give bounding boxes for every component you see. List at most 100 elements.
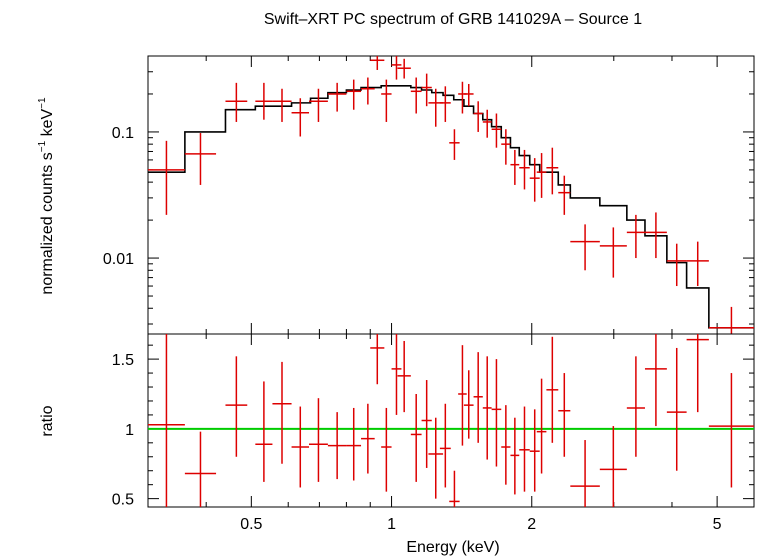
ratio-point <box>519 406 530 492</box>
ratio-point <box>501 405 511 485</box>
ratio-point <box>370 334 385 385</box>
ratio-point <box>529 409 540 492</box>
spectrum-point <box>458 81 467 114</box>
spectrum-point <box>225 82 248 122</box>
ratio-point <box>666 347 687 471</box>
spectrum-point <box>501 129 511 165</box>
spectrum-point <box>184 133 217 185</box>
ratio-data-points <box>148 334 754 507</box>
spectrum-point <box>439 86 451 122</box>
spectrum-point <box>519 149 530 190</box>
ratio-point <box>346 407 362 481</box>
spectrum-point <box>255 82 273 120</box>
spectrum-point <box>491 113 502 148</box>
spectrum-panel: 0.01 0.1 <box>103 55 755 335</box>
chart-title: Swift–XRT PC spectrum of GRB 141029A – S… <box>264 11 642 28</box>
spectrum-point <box>449 129 460 160</box>
spectrum-y-tick-label: 0.1 <box>112 125 134 142</box>
ratio-y-tick-label: 1 <box>125 422 134 439</box>
x-tick-label: 2 <box>527 516 536 533</box>
spectrum-point <box>463 83 474 107</box>
spectrum-point <box>272 88 292 122</box>
ratio-point <box>184 431 217 507</box>
ratio-point <box>410 393 422 482</box>
spectrum-point <box>529 158 540 202</box>
ratio-point <box>599 426 627 507</box>
spectrum-point <box>482 109 492 138</box>
spectrum-point <box>599 227 627 278</box>
ratio-y-tick-labels: 0.5 1 1.5 <box>112 352 134 509</box>
ratio-point <box>473 352 483 443</box>
ratio-point <box>536 378 547 474</box>
spectrum-point <box>546 147 559 195</box>
spectrum-y-tick-labels: 0.01 0.1 <box>103 125 134 268</box>
spectrum-point <box>686 241 709 287</box>
y-label-mid: keV <box>39 109 56 141</box>
ratio-point <box>708 373 754 488</box>
x-tick-labels: 0.5 1 2 5 <box>240 516 721 533</box>
spectrum-point <box>666 243 687 287</box>
spectrum-point <box>309 88 328 122</box>
ratio-panel-frame <box>147 333 755 508</box>
ratio-point <box>463 370 474 439</box>
x-axis-label: Energy (keV) <box>406 539 499 556</box>
spectrum-data-points <box>148 56 754 334</box>
spectrum-point <box>291 98 310 137</box>
ratio-point <box>626 356 645 457</box>
model-curve <box>148 85 754 329</box>
ratio-point <box>421 380 432 468</box>
spectrum-point <box>381 79 392 122</box>
spectrum-point <box>536 153 547 198</box>
spectrum-point <box>421 73 432 107</box>
ratio-point <box>449 470 460 507</box>
ratio-point <box>458 345 467 446</box>
ratio-axis-ticks <box>148 334 754 507</box>
ratio-point <box>225 356 248 457</box>
ratio-y-tick-label: 0.5 <box>112 492 134 509</box>
ratio-point <box>644 334 667 427</box>
spectrum-panel-frame <box>147 55 755 335</box>
ratio-point <box>272 361 292 464</box>
ratio-point <box>491 359 502 467</box>
ratio-y-axis-label: ratio <box>39 405 56 436</box>
ratio-point <box>510 417 520 495</box>
ratio-point <box>397 340 411 413</box>
ratio-point <box>361 403 375 474</box>
ratio-point <box>309 398 328 482</box>
spectrum-point <box>473 101 483 132</box>
spectrum-point <box>558 175 571 215</box>
spectrum-point <box>644 212 667 259</box>
ratio-point <box>148 334 185 507</box>
x-tick-label: 0.5 <box>240 516 262 533</box>
ratio-point <box>381 407 392 492</box>
ratio-point <box>439 403 451 488</box>
spectrum-point <box>370 56 385 70</box>
spectrum-point <box>397 58 411 79</box>
spectrum-y-tick-label: 0.01 <box>103 251 134 268</box>
y-label-sup1: −1 <box>37 140 48 152</box>
ratio-panel: 0.5 1 1.5 0.5 1 2 5 <box>112 333 755 533</box>
spectrum-point <box>148 140 185 215</box>
x-tick-label: 1 <box>387 516 396 533</box>
spectrum-point <box>346 79 362 110</box>
spectrum-point <box>708 306 754 334</box>
y-label-sup2: −1 <box>37 97 48 109</box>
ratio-point <box>686 334 709 413</box>
spectrum-point <box>510 149 520 185</box>
model-step-curve <box>148 85 754 329</box>
ratio-point <box>570 440 600 507</box>
spectrum-point <box>361 77 375 105</box>
ratio-point <box>391 334 402 415</box>
ratio-y-tick-label: 1.5 <box>112 352 134 369</box>
ratio-point <box>428 417 444 499</box>
x-tick-label: 5 <box>713 516 722 533</box>
spectrum-point <box>570 224 600 271</box>
ratio-point <box>546 336 559 443</box>
ratio-point <box>291 406 310 488</box>
ratio-point <box>327 412 347 480</box>
spectrum-axis-ticks <box>148 55 754 334</box>
ratio-point <box>482 356 492 460</box>
spectrum-point <box>626 214 645 259</box>
ratio-point <box>558 373 571 457</box>
